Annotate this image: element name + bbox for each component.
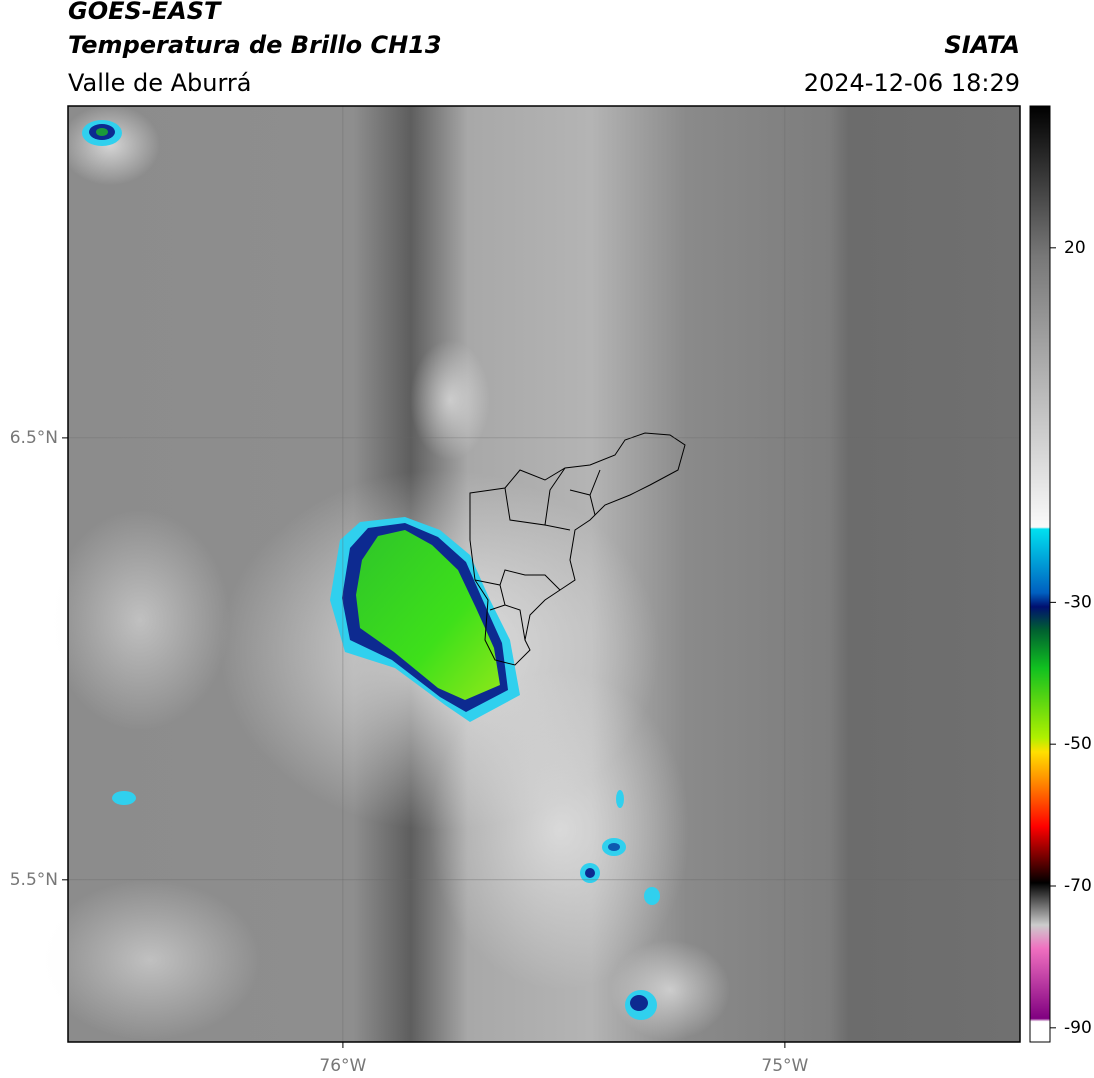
storm-cell [644, 887, 660, 905]
title: GOES-EAST [68, 0, 222, 25]
storm-cell [96, 128, 108, 136]
y-tick-label: 6.5°N [10, 428, 58, 448]
cloud [410, 340, 490, 460]
datetime: 2024-12-06 18:29 [804, 69, 1020, 97]
cloud [40, 880, 260, 1040]
cloud [50, 510, 230, 730]
colorbar-tick-label: 20 [1064, 238, 1086, 258]
map-frame [67, 105, 1021, 1043]
municipal-boundaries [469, 432, 686, 666]
source: SIATA [944, 31, 1020, 59]
cloud [610, 940, 730, 1040]
map [40, 105, 1021, 1043]
storm-cell [630, 995, 648, 1011]
colorbar-tick-label: -70 [1064, 876, 1092, 896]
colorbar [1029, 105, 1051, 1043]
storm-cell [356, 530, 500, 700]
storm-cell [112, 791, 136, 805]
storm-cell [585, 868, 595, 878]
colorbar-tick-label: -90 [1064, 1018, 1092, 1038]
subtitle: Temperatura de Brillo CH13 [68, 31, 442, 59]
cloud [60, 105, 160, 185]
colorbar-tick-label: -30 [1064, 592, 1092, 612]
x-tick-label: 75°W [761, 1056, 808, 1076]
cloud [430, 670, 690, 990]
storm-cell [608, 843, 620, 851]
graticule [68, 106, 1020, 1042]
colorbar-tick-label: -50 [1064, 734, 1092, 754]
region: Valle de Aburrá [68, 69, 252, 97]
y-tick-label: 5.5°N [10, 870, 58, 890]
x-tick-label: 76°W [319, 1056, 366, 1076]
storm-cell [616, 790, 624, 808]
